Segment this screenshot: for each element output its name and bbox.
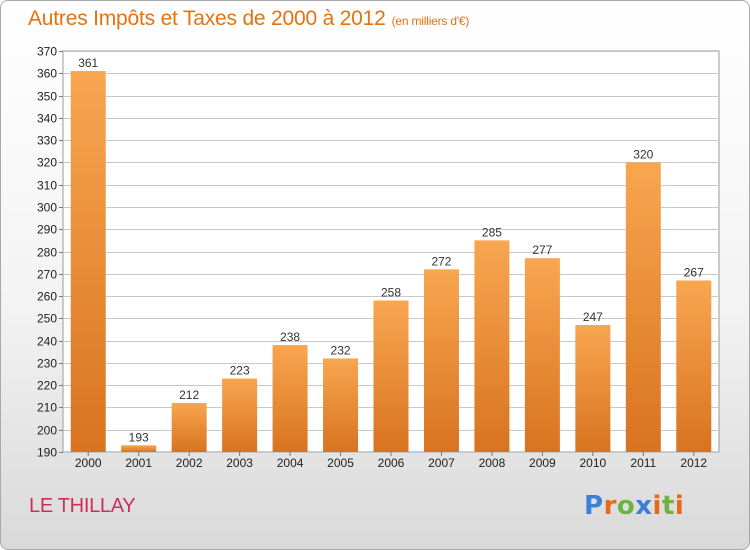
y-tick-label: 370 <box>37 45 57 59</box>
bar <box>70 71 106 453</box>
y-tick-label: 210 <box>37 401 57 415</box>
bar <box>625 162 661 452</box>
x-tick-label: 2000 <box>75 456 102 470</box>
data-label: 258 <box>381 286 401 300</box>
bar <box>121 445 157 452</box>
data-label: 285 <box>482 225 502 239</box>
x-tick-label: 2009 <box>529 456 556 470</box>
data-label: 238 <box>280 330 300 344</box>
bar <box>474 240 510 452</box>
x-tick-label: 2003 <box>226 456 253 470</box>
logo-letter: P <box>584 491 604 521</box>
bar <box>171 402 207 452</box>
data-label: 212 <box>179 388 199 402</box>
bar <box>323 358 359 452</box>
x-tick-label: 2006 <box>378 456 405 470</box>
data-label: 247 <box>583 310 603 324</box>
y-tick-label: 290 <box>37 223 57 237</box>
data-label: 277 <box>532 243 552 257</box>
commune-name: LE THILLAY <box>29 495 136 517</box>
y-tick-label: 240 <box>37 335 57 349</box>
logo-letter: o <box>616 491 636 521</box>
logo-letter: i <box>652 491 662 521</box>
bar <box>524 258 560 452</box>
y-tick-label: 220 <box>37 379 57 393</box>
logo-letter: i <box>674 491 685 521</box>
data-label: 320 <box>633 147 653 161</box>
x-tick-label: 2002 <box>176 456 203 470</box>
data-label: 232 <box>331 343 351 357</box>
bar <box>676 280 712 452</box>
logo-letter: x <box>635 491 653 521</box>
y-tick-label: 360 <box>37 67 57 81</box>
x-tick-label: 2008 <box>479 456 506 470</box>
y-tick-label: 330 <box>37 134 57 148</box>
data-label: 223 <box>230 363 250 377</box>
x-tick-label: 2007 <box>428 456 455 470</box>
y-tick-label: 250 <box>37 312 57 326</box>
x-tick-label: 2005 <box>327 456 354 470</box>
y-tick-label: 310 <box>37 179 57 193</box>
y-tick-label: 340 <box>37 112 57 126</box>
x-tick-label: 2010 <box>579 456 606 470</box>
y-tick-label: 230 <box>37 357 57 371</box>
y-tick-label: 260 <box>37 290 57 304</box>
logo-letter: r <box>603 491 617 521</box>
bar <box>423 269 459 452</box>
bar <box>373 300 409 452</box>
title-unit: (en milliers d'€) <box>391 14 470 28</box>
x-tick-label: 2011 <box>630 456 656 470</box>
data-label: 272 <box>431 254 451 268</box>
x-tick-label: 2001 <box>125 456 152 470</box>
proxiti-logo: Proxiti <box>584 491 684 521</box>
logo-letter: t <box>661 491 675 521</box>
data-label: 193 <box>129 430 149 444</box>
y-tick-label: 270 <box>37 268 57 282</box>
y-tick-label: 350 <box>37 90 57 104</box>
y-tick-label: 280 <box>37 246 57 260</box>
data-label: 267 <box>684 265 704 279</box>
y-tick-label: 200 <box>37 424 57 438</box>
y-tick-label: 190 <box>37 446 57 460</box>
x-tick-label: 2012 <box>680 456 707 470</box>
title-text: Autres Impôts et Taxes de 2000 à 2012 <box>28 7 386 30</box>
bar <box>272 345 308 452</box>
x-tick-label: 2004 <box>277 456 304 470</box>
bar <box>575 325 611 452</box>
data-label: 361 <box>78 56 98 70</box>
chart-title: Autres Impôts et Taxes de 2000 à 2012 (en… <box>28 7 469 31</box>
y-tick-label: 300 <box>37 201 57 215</box>
bar <box>222 378 258 452</box>
y-tick-label: 320 <box>37 156 57 170</box>
